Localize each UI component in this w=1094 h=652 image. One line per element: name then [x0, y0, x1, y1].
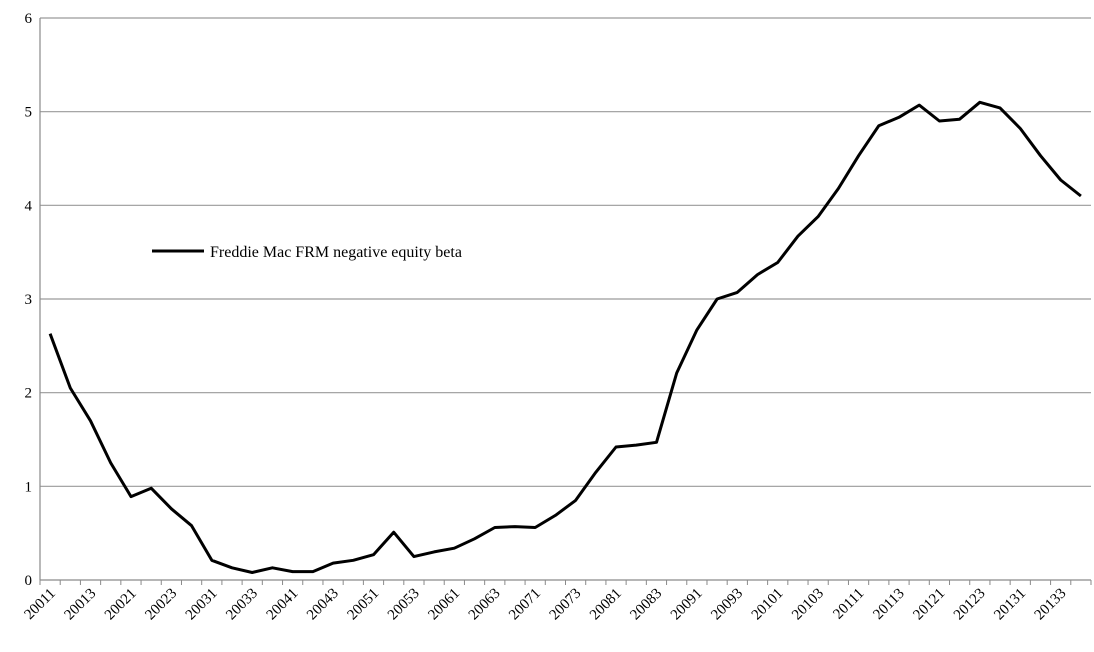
y-tick-label: 2	[25, 386, 33, 402]
y-tick-label: 5	[25, 105, 33, 121]
x-tick-label: 20101	[749, 586, 787, 624]
x-tick-label: 20051	[344, 586, 382, 624]
y-tick-label: 4	[25, 198, 33, 214]
x-tick-label: 20053	[385, 586, 423, 624]
y-tick-label: 6	[25, 11, 33, 27]
x-tick-label: 20043	[304, 586, 342, 624]
x-tick-label: 20011	[21, 586, 58, 623]
x-tick-label: 20021	[102, 586, 140, 624]
x-tick-label: 20123	[951, 586, 989, 624]
y-tick-label: 0	[25, 573, 33, 589]
x-tick-label: 20083	[627, 586, 665, 624]
x-tick-label: 20033	[223, 586, 261, 624]
x-tick-label: 20071	[506, 586, 544, 624]
x-axis-ticks: 20011 20013 20021 20023 20031 20033 20041 20043…	[21, 580, 1092, 624]
x-tick-label: 20103	[789, 586, 827, 624]
gridlines	[40, 17, 1091, 487]
x-tick-label: 20111	[830, 586, 867, 623]
y-tick-label: 1	[25, 479, 33, 495]
x-tick-label: 20031	[183, 586, 221, 624]
x-tick-label: 20081	[587, 586, 625, 624]
y-axis-ticks: 0 1 2 3 4 5 6	[25, 11, 33, 589]
series-lines	[48, 100, 1082, 574]
y-tick-label: 3	[25, 292, 33, 308]
legend: Freddie Mac FRM negative equity beta	[152, 244, 462, 261]
x-tick-label: 20121	[910, 586, 948, 624]
x-tick-label: 20133	[1032, 586, 1070, 624]
x-tick-label: 20073	[547, 586, 585, 624]
x-tick-label: 20013	[62, 586, 100, 624]
x-tick-label: 20023	[142, 586, 180, 624]
legend-label: Freddie Mac FRM negative equity beta	[210, 244, 462, 261]
series-line	[48, 100, 1082, 574]
x-tick-label: 20041	[264, 586, 302, 624]
x-tick-label: 20113	[870, 586, 907, 623]
x-tick-label: 20131	[991, 586, 1029, 624]
x-tick-label: 20063	[466, 586, 504, 624]
x-tick-label: 20061	[425, 586, 463, 624]
x-tick-label: 20091	[668, 586, 706, 624]
x-tick-label: 20093	[708, 586, 746, 624]
